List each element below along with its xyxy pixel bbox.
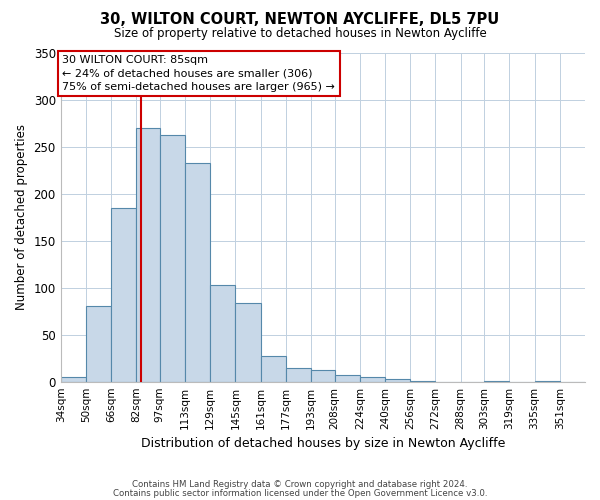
Bar bbox=[210, 285, 235, 382]
Bar bbox=[535, 380, 560, 382]
Bar bbox=[111, 208, 136, 382]
Bar bbox=[185, 162, 210, 382]
Bar bbox=[410, 380, 436, 382]
Bar bbox=[360, 377, 385, 382]
Text: 30, WILTON COURT, NEWTON AYCLIFFE, DL5 7PU: 30, WILTON COURT, NEWTON AYCLIFFE, DL5 7… bbox=[100, 12, 500, 28]
Text: Size of property relative to detached houses in Newton Aycliffe: Size of property relative to detached ho… bbox=[113, 28, 487, 40]
Y-axis label: Number of detached properties: Number of detached properties bbox=[15, 124, 28, 310]
X-axis label: Distribution of detached houses by size in Newton Aycliffe: Distribution of detached houses by size … bbox=[140, 437, 505, 450]
Text: Contains HM Land Registry data © Crown copyright and database right 2024.: Contains HM Land Registry data © Crown c… bbox=[132, 480, 468, 489]
Bar bbox=[385, 379, 410, 382]
Bar bbox=[86, 306, 111, 382]
Bar bbox=[260, 356, 286, 382]
Bar bbox=[136, 128, 160, 382]
Bar bbox=[61, 377, 86, 382]
Bar bbox=[484, 380, 509, 382]
Bar bbox=[286, 368, 311, 382]
Text: 30 WILTON COURT: 85sqm
← 24% of detached houses are smaller (306)
75% of semi-de: 30 WILTON COURT: 85sqm ← 24% of detached… bbox=[62, 56, 335, 92]
Bar bbox=[235, 302, 260, 382]
Bar bbox=[335, 375, 360, 382]
Bar bbox=[311, 370, 335, 382]
Text: Contains public sector information licensed under the Open Government Licence v3: Contains public sector information licen… bbox=[113, 489, 487, 498]
Bar bbox=[160, 136, 185, 382]
